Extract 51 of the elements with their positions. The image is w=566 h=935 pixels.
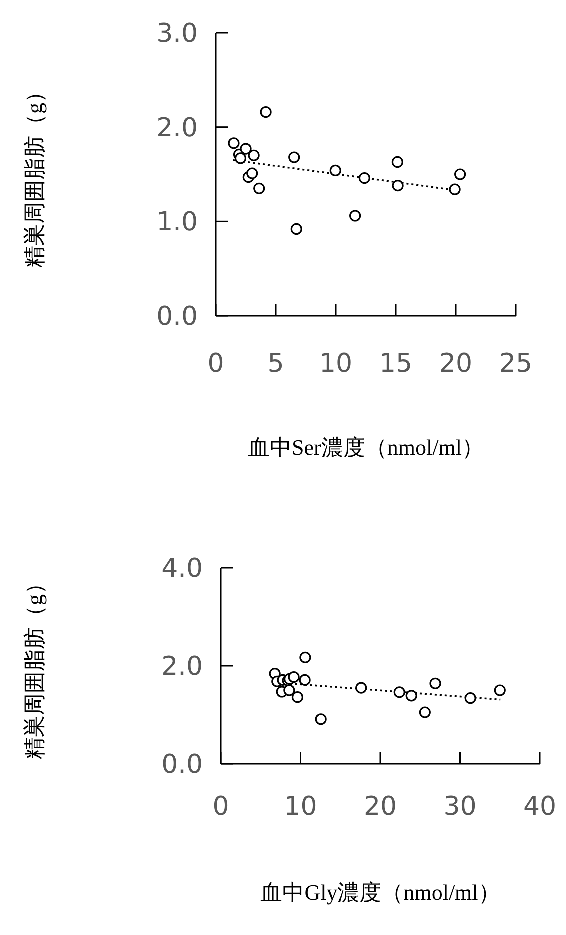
x-tick-label: 0 xyxy=(208,349,224,379)
point xyxy=(464,692,476,704)
x-tick-label: 15 xyxy=(379,349,413,379)
point xyxy=(350,210,362,222)
point xyxy=(228,138,240,150)
y-tick-label: 0.0 xyxy=(162,750,203,780)
x-tick-label: 25 xyxy=(499,349,533,379)
x-axis-title: 血中Ser濃度（nmol/ml） xyxy=(248,435,484,460)
point xyxy=(290,223,302,236)
x-tick-label: 20 xyxy=(439,349,473,379)
y-tick-label: 4.0 xyxy=(162,554,203,584)
x-tick-label: 40 xyxy=(523,792,557,822)
y-tick-label: 2.0 xyxy=(156,113,198,144)
x-tick-label: 10 xyxy=(319,349,353,379)
point xyxy=(300,652,312,664)
point xyxy=(288,152,300,164)
point xyxy=(358,172,370,184)
point xyxy=(260,106,272,118)
point xyxy=(315,714,327,726)
x-tick-label: 0 xyxy=(212,792,230,822)
y-axis-title: 精巣周囲脂肪（g） xyxy=(22,81,47,268)
y-tick-label: 0.0 xyxy=(156,302,198,332)
point xyxy=(494,684,506,696)
point xyxy=(292,692,304,704)
point xyxy=(299,674,311,686)
y-axis-title: 精巣周囲脂肪（g） xyxy=(22,572,47,760)
x-tick-label: 10 xyxy=(284,792,318,822)
point xyxy=(234,152,247,164)
point xyxy=(288,671,300,684)
y-tick-label: 3.0 xyxy=(156,19,198,49)
point xyxy=(240,143,252,155)
y-tick-label: 1.0 xyxy=(156,208,198,238)
x-tick-label: 5 xyxy=(268,349,284,379)
point xyxy=(246,168,258,180)
point xyxy=(356,682,368,694)
point xyxy=(284,684,296,696)
point xyxy=(419,706,431,718)
y-tick-label: 2.0 xyxy=(162,652,203,682)
point xyxy=(392,180,404,192)
point xyxy=(430,678,442,690)
point xyxy=(449,184,461,196)
x-tick-label: 20 xyxy=(364,792,398,822)
point xyxy=(248,150,260,162)
point xyxy=(394,686,406,698)
x-axis-title: 血中Gly濃度（nmol/ml） xyxy=(260,880,500,905)
point xyxy=(392,156,404,168)
point xyxy=(454,168,466,180)
point xyxy=(254,182,266,194)
point xyxy=(330,164,342,177)
point xyxy=(406,690,418,702)
x-tick-label: 30 xyxy=(444,792,477,822)
